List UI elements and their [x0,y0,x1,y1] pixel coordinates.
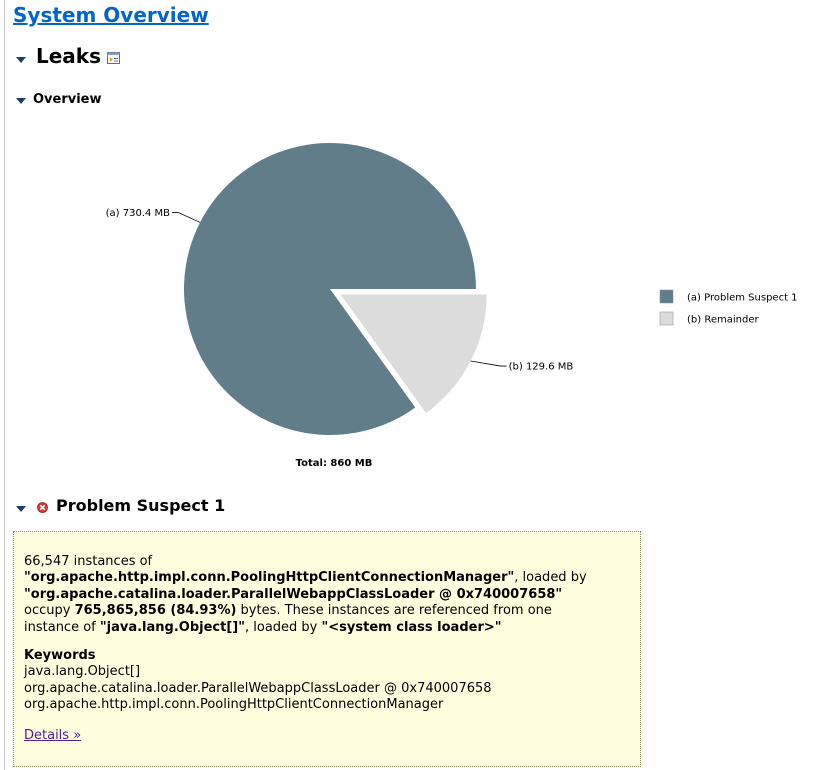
instance-of-text: instance of [24,619,100,635]
legend-label: (b) Remainder [687,315,759,326]
loaded-by-text: , loaded by [514,570,587,586]
slice-leader-line [172,212,201,223]
loaded-by-text-2: , loaded by [245,619,322,635]
details-link[interactable]: Details » [24,727,82,743]
legend-swatch [659,311,674,326]
slice-leader-line [470,360,507,367]
left-border [4,0,5,770]
leaks-heading: Leaks [36,44,102,68]
occupy-text: occupy [24,603,75,619]
pie-slice-b [340,294,487,413]
instances-count-text: 66,547 instances of [24,554,153,569]
suspect-class-loader: "org.apache.catalina.loader.ParallelWeba… [24,586,563,602]
slice-value-label: (b) 129.6 MB [509,362,574,373]
keyword-item: java.lang.Object[] [24,664,141,680]
page-title-link[interactable]: System Overview [13,3,209,27]
suspect-class-name: "org.apache.http.impl.conn.PoolingHttpCl… [24,570,515,586]
legend-swatch [659,289,674,304]
legend-label: (a) Problem Suspect 1 [687,293,798,304]
pie-slice-a [183,143,476,436]
pie-chart: (b) 129.6 MB (a) 730.4 MB (a) Problem Sus… [106,143,798,469]
referrer-loader: "<system class loader>" [321,619,502,635]
referenced-text: bytes. These instances are referenced fr… [236,603,552,619]
overview-heading: Overview [33,92,102,107]
keywords-title: Keywords [24,648,96,664]
referrer-class: "java.lang.Object[]" [99,619,245,635]
keyword-item: org.apache.catalina.loader.ParallelWebap… [24,680,492,696]
details-view-icon[interactable] [107,52,120,64]
overview-collapse-toggle[interactable] [16,98,26,104]
keyword-item: org.apache.http.impl.conn.PoolingHttpCli… [24,697,444,713]
chart-total-label: Total: 860 MB [296,458,373,469]
retained-size: 765,865,856 (84.93%) [74,603,237,619]
slice-value-label: (a) 730.4 MB [106,208,171,219]
leaks-collapse-toggle[interactable] [16,57,26,63]
problem-suspect-heading: Problem Suspect 1 [56,496,226,515]
suspect-collapse-toggle[interactable] [16,506,26,512]
error-icon [37,502,48,513]
problem-suspect-panel: 66,547 instances of "org.apache.http.imp… [13,531,641,767]
